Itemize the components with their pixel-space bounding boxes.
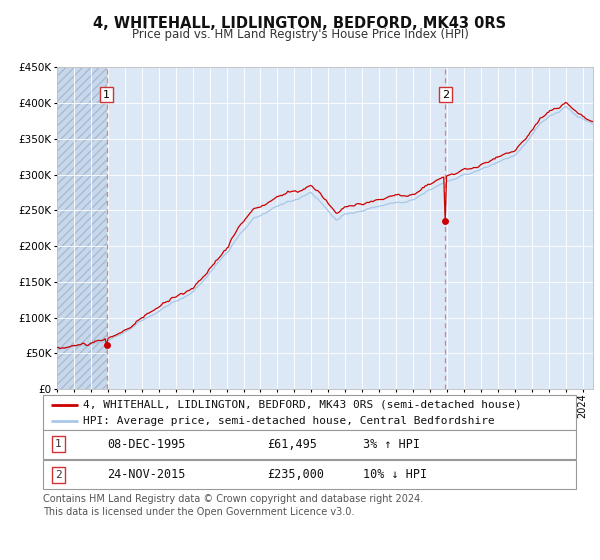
FancyBboxPatch shape (43, 430, 576, 459)
Text: 3% ↑ HPI: 3% ↑ HPI (363, 437, 420, 451)
Text: 08-DEC-1995: 08-DEC-1995 (107, 437, 185, 451)
Text: 4, WHITEHALL, LIDLINGTON, BEDFORD, MK43 0RS (semi-detached house): 4, WHITEHALL, LIDLINGTON, BEDFORD, MK43 … (83, 399, 522, 409)
Text: 1: 1 (103, 90, 110, 100)
FancyBboxPatch shape (43, 460, 576, 489)
Text: 24-NOV-2015: 24-NOV-2015 (107, 468, 185, 482)
FancyBboxPatch shape (43, 395, 576, 430)
Text: £235,000: £235,000 (267, 468, 324, 482)
Bar (57, 67, 107, 389)
Text: 1: 1 (55, 439, 61, 449)
Text: 4, WHITEHALL, LIDLINGTON, BEDFORD, MK43 0RS: 4, WHITEHALL, LIDLINGTON, BEDFORD, MK43 … (94, 16, 506, 31)
Text: £61,495: £61,495 (267, 437, 317, 451)
Text: Price paid vs. HM Land Registry's House Price Index (HPI): Price paid vs. HM Land Registry's House … (131, 28, 469, 41)
Text: 2: 2 (55, 470, 61, 480)
Bar (57, 67, 107, 389)
Text: 10% ↓ HPI: 10% ↓ HPI (363, 468, 427, 482)
Text: HPI: Average price, semi-detached house, Central Bedfordshire: HPI: Average price, semi-detached house,… (83, 416, 495, 426)
Text: Contains HM Land Registry data © Crown copyright and database right 2024.: Contains HM Land Registry data © Crown c… (43, 494, 424, 505)
Text: 2: 2 (442, 90, 449, 100)
Text: This data is licensed under the Open Government Licence v3.0.: This data is licensed under the Open Gov… (43, 507, 355, 517)
